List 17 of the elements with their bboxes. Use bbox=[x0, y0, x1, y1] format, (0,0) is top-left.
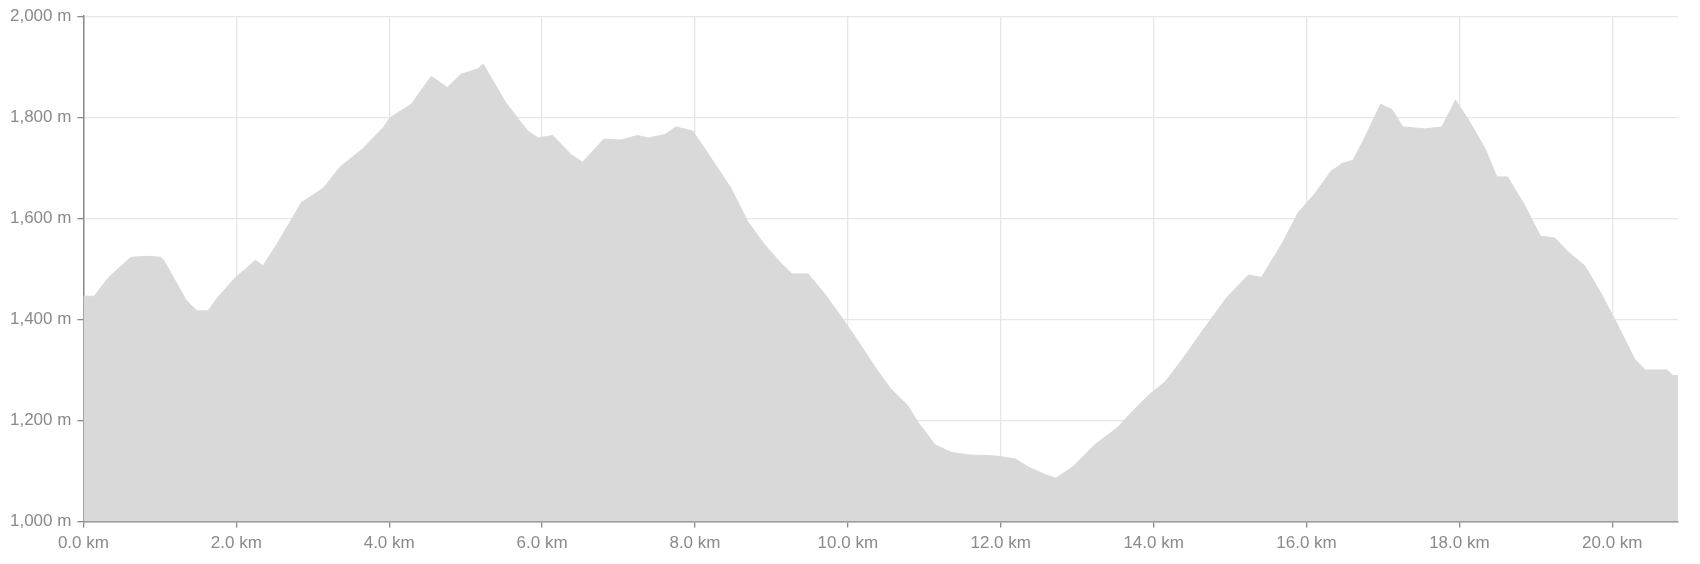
y-tick-label: 1,600 m bbox=[9, 208, 72, 228]
x-tick-label: 14.0 km bbox=[1123, 533, 1184, 553]
x-tick-label: 0.0 km bbox=[57, 533, 109, 553]
x-tick-label: 18.0 km bbox=[1429, 533, 1490, 553]
x-tick-label: 10.0 km bbox=[817, 533, 879, 553]
y-tick-label: 2,000 m bbox=[9, 5, 72, 25]
y-tick-label: 1,800 m bbox=[9, 106, 72, 126]
y-tick-label: 1,000 m bbox=[9, 511, 72, 531]
x-tick-label: 16.0 km bbox=[1276, 533, 1337, 553]
y-tick-label: 1,200 m bbox=[9, 410, 72, 430]
x-tick-label: 8.0 km bbox=[669, 533, 721, 553]
y-tick-label: 1,400 m bbox=[9, 309, 72, 329]
x-tick-label: 12.0 km bbox=[970, 533, 1031, 553]
x-tick-label: 2.0 km bbox=[210, 533, 262, 553]
x-tick-label: 20.0 km bbox=[1582, 533, 1643, 553]
x-tick-label: 4.0 km bbox=[363, 533, 415, 553]
x-tick-label: 6.0 km bbox=[516, 533, 568, 553]
